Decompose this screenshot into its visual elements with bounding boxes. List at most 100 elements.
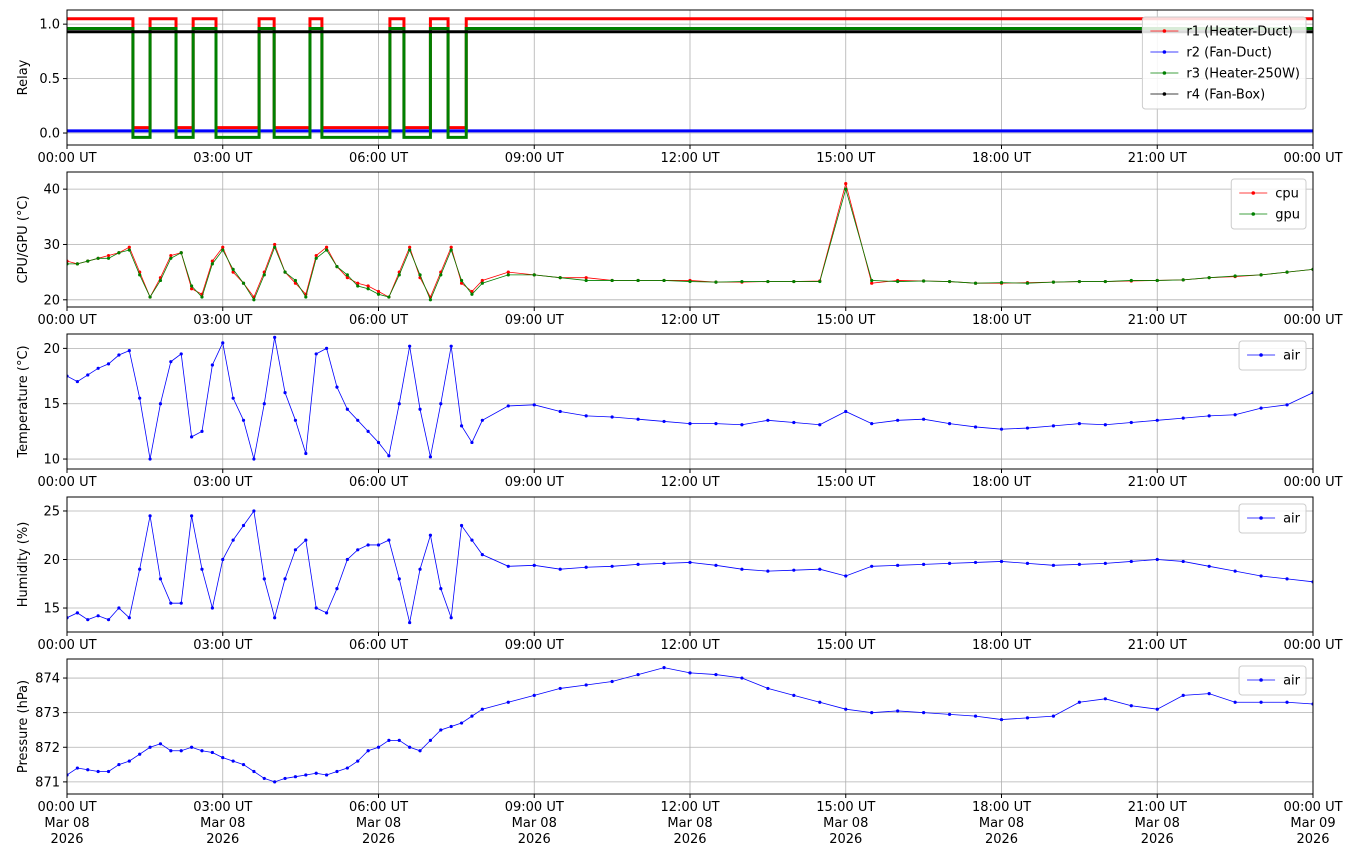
marker: [1129, 420, 1133, 425]
marker: [1259, 700, 1263, 704]
marker: [397, 273, 401, 277]
marker: [1259, 574, 1263, 578]
marker: [262, 402, 266, 406]
y-tick-label: 25: [43, 504, 60, 519]
x-tick-label: 00:00 UT: [1283, 151, 1342, 166]
marker: [766, 686, 770, 691]
marker: [387, 295, 391, 299]
marker: [418, 749, 422, 753]
marker: [345, 407, 349, 411]
marker: [127, 248, 131, 252]
marker: [366, 749, 370, 753]
marker: [127, 245, 131, 249]
y-axis-label: Pressure (hPa): [16, 680, 31, 773]
marker: [304, 451, 308, 456]
marker: [973, 425, 978, 429]
marker: [766, 418, 770, 422]
marker: [314, 253, 318, 258]
x-tick-label: 00:00 UT: [37, 313, 96, 328]
marker: [314, 606, 318, 610]
legend-label: cpu: [1275, 187, 1299, 202]
marker: [714, 672, 718, 677]
marker: [1077, 422, 1081, 426]
marker: [584, 565, 588, 569]
marker: [190, 284, 194, 288]
marker: [922, 279, 926, 283]
legend-box: [1230, 178, 1307, 230]
marker: [117, 606, 121, 610]
marker: [387, 454, 391, 458]
marker: [221, 248, 225, 252]
marker: [470, 289, 474, 294]
marker: [376, 543, 381, 547]
y-tick-label: 15: [43, 602, 60, 617]
marker: [870, 711, 874, 715]
marker: [740, 567, 744, 571]
marker: [418, 273, 422, 277]
legend-marker: [1162, 29, 1167, 33]
marker: [241, 762, 246, 767]
x-tick-label: 00:00 UT: [37, 638, 96, 653]
legend-box: [1141, 16, 1307, 110]
y-tick-label: 0.0: [39, 127, 60, 142]
marker: [818, 279, 822, 284]
marker: [506, 273, 510, 277]
marker: [1285, 403, 1289, 407]
x-tick-label: 09:00 UT: [505, 151, 564, 166]
marker: [158, 402, 163, 406]
marker: [459, 721, 464, 725]
marker: [106, 253, 111, 258]
marker: [459, 523, 464, 528]
marker: [740, 423, 744, 427]
marker: [314, 352, 318, 356]
marker: [714, 422, 718, 426]
marker: [532, 273, 536, 277]
marker: [1155, 557, 1159, 562]
y-tick-label: 871: [35, 775, 60, 790]
marker: [1285, 577, 1289, 581]
marker: [999, 717, 1004, 722]
marker: [922, 417, 926, 421]
x-tick-label: 00:00 UT: [1283, 638, 1342, 653]
marker: [480, 281, 484, 285]
marker: [314, 256, 318, 260]
marker: [210, 363, 214, 367]
marker: [138, 567, 142, 571]
marker: [366, 543, 370, 547]
marker: [532, 563, 536, 567]
marker: [999, 427, 1004, 431]
x-tick-label: 12:00 UT: [660, 638, 719, 653]
legend-box: [1238, 665, 1307, 696]
marker: [376, 440, 381, 445]
x-tick-label: 06:00 UT: [349, 151, 408, 166]
marker: [1181, 416, 1185, 420]
marker: [408, 248, 412, 252]
marker: [1051, 280, 1056, 284]
marker: [324, 245, 329, 249]
x-tick-label: 18:00 UT: [972, 475, 1031, 490]
marker: [241, 418, 246, 422]
x-tick-label: 12:00 UT: [660, 151, 719, 166]
marker: [636, 562, 640, 566]
marker: [1129, 278, 1133, 283]
marker: [558, 409, 562, 414]
marker: [200, 295, 204, 299]
marker: [506, 700, 510, 704]
marker: [252, 457, 256, 461]
marker: [792, 420, 796, 425]
legend-marker: [1259, 678, 1263, 682]
marker: [766, 279, 770, 284]
marker: [947, 712, 952, 716]
marker: [506, 404, 510, 408]
marker: [792, 279, 796, 284]
marker: [1077, 279, 1081, 284]
x-tick-label: 00:00 UT: [1283, 313, 1342, 328]
marker: [117, 251, 121, 255]
marker: [610, 415, 614, 419]
marker: [200, 567, 204, 571]
y-tick-label: 873: [35, 706, 60, 721]
marker: [480, 553, 484, 557]
marker: [106, 769, 111, 774]
legend-box: [1238, 503, 1307, 534]
